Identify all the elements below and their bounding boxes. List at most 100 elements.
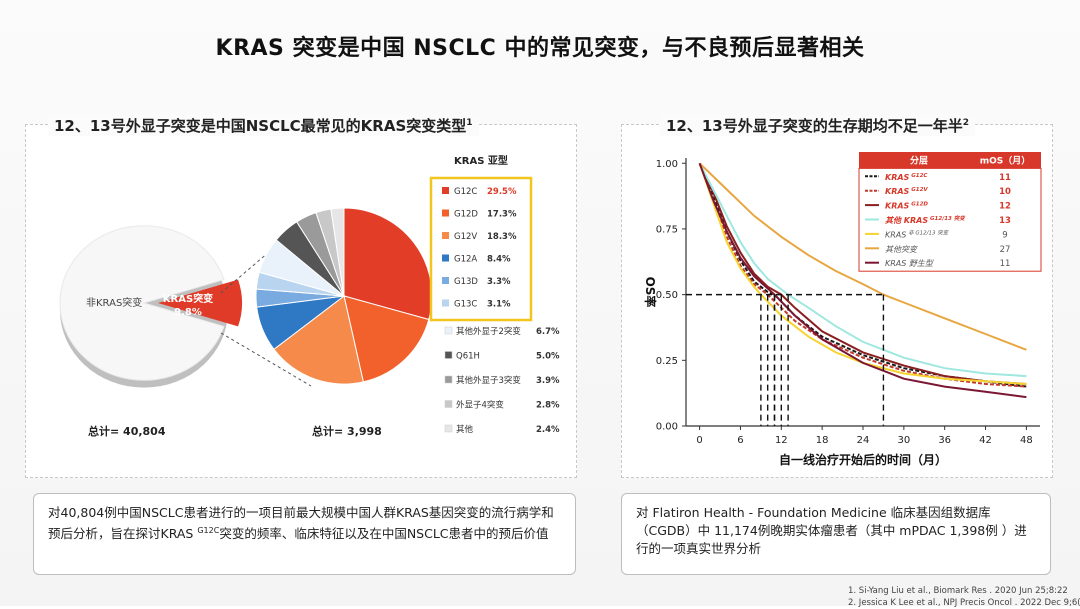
km-table-header-group: 分层 — [910, 155, 928, 167]
right-panel-title-text: 12、13号外显子突变的生存期均不足一年半 — [666, 117, 963, 135]
pie2-legend-name-外显子4突变: 外显子4突变 — [456, 400, 504, 411]
pie2-legend-name-G12A: G12A — [454, 255, 477, 265]
km-y-tick-label: 0.00 — [656, 422, 678, 433]
left-note-sup: G12C — [197, 526, 220, 535]
km-x-tick-label: 0 — [696, 435, 702, 446]
pie1-slice-kras — [158, 279, 242, 327]
pie2-legend-value-其他外显子3突变: 3.9% — [536, 376, 560, 386]
km-curve-6 — [698, 162, 1027, 399]
km-legend-mos-5: 27 — [1000, 245, 1011, 255]
km-x-tick-label: 24 — [857, 435, 870, 446]
pie2-legend-swatch-G12A — [442, 254, 449, 262]
km-legend-name-1: KRAS G12V — [885, 187, 928, 196]
pie2-legend-name-G12C: G12C — [454, 187, 477, 197]
km-legend-name-6: KRAS 野生型 — [885, 259, 934, 268]
pie2-legend-value-G12V: 18.3% — [487, 232, 517, 242]
pie2-slice-G12D — [343, 295, 430, 383]
pie2-legend-name-G12V: G12V — [454, 232, 477, 242]
km-legend-name-3: 其他 KRAS G12/13 突变 — [885, 215, 966, 225]
pie2-legend-name-G12D: G12D — [454, 210, 478, 220]
km-legend-mos-3: 13 — [999, 216, 1011, 226]
pie2-legend-swatch-G13C — [442, 299, 449, 307]
km-y-tick-label: 0.50 — [656, 290, 678, 301]
km-x-tick-label: 6 — [737, 435, 743, 446]
pie2-legend-value-G12C: 29.5% — [487, 187, 517, 197]
pie2-legend-swatch-外显子4突变 — [444, 400, 453, 408]
km-legend-mos-0: 11 — [999, 173, 1011, 183]
left-note-box: 对40,804例中国NSCLC患者进行的一项目前最大规模中国人群KRAS基因突变… — [33, 493, 576, 575]
pie2-legend-swatch-G12D — [442, 209, 449, 217]
pie2-legend-value-G12A: 8.4% — [487, 255, 511, 265]
pie2-legend-value-外显子4突变: 2.8% — [536, 401, 560, 411]
km-legend-sup-3: G12/13 突变 — [928, 215, 966, 222]
pie1-slice-non-kras — [59, 225, 225, 381]
km-legend-name-2: KRAS G12D — [885, 202, 928, 211]
km-y-tick-label: 0.25 — [656, 356, 678, 367]
right-note-box: 对 Flatiron Health - Foundation Medicine … — [621, 493, 1051, 575]
km-legend-mos-2: 12 — [999, 202, 1011, 212]
km-table-body — [858, 167, 1042, 272]
km-legend-mos-1: 10 — [999, 187, 1011, 197]
left-panel-title: 12、13号外显子突变是中国NSCLC最常见的KRAS突变类型1 — [48, 115, 479, 136]
km-x-tick-label: 18 — [816, 435, 829, 446]
km-y-tick-label: 0.75 — [656, 224, 678, 235]
km-legend-name-4: KRAS 非 G12/13 突变 — [885, 229, 950, 239]
pie2-legend-swatch-G12C — [442, 187, 449, 194]
pie2-legend-name-Q61H: Q61H — [456, 352, 480, 362]
right-panel-title: 12、13号外显子突变的生存期均不足一年半2 — [660, 115, 976, 136]
pie2-legend-swatch-G12V — [442, 232, 449, 239]
pie1-label-non-kras: 非KRAS突变 — [86, 296, 142, 309]
slide-title: KRAS 突变是中国 NSCLC 中的常见突变，与不良预后显著相关 — [215, 36, 865, 61]
pie2-slice-其他 — [330, 207, 345, 297]
pie1-label-kras: KRAS突变 — [163, 292, 213, 305]
pie2-slice-G12V — [273, 295, 364, 385]
right-panel-title-sup: 2 — [962, 118, 970, 128]
reference-2: 2. Jessica K Lee et al., NPJ Precis Onco… — [848, 598, 1080, 608]
pie2-legend-name-G13C: G13C — [454, 300, 477, 310]
pie1-total: 总计= 40,804 — [88, 424, 166, 438]
pie2-legend-value-其他外显子2突变: 6.7% — [536, 327, 560, 337]
km-legend-sup-2: G12D — [909, 202, 928, 208]
km-x-axis-title: 自一线治疗开始后的时间（月） — [779, 452, 947, 467]
pie2-legend-value-其他: 2.4% — [536, 425, 560, 435]
km-legend-name-0: KRAS G12C — [885, 173, 927, 182]
km-x-tick-label: 48 — [1020, 435, 1033, 446]
km-legend-sup-0: G12C — [909, 173, 927, 179]
km-curve-4 — [698, 162, 1027, 385]
pie1-group — [59, 225, 242, 388]
reference-1: 1. Si-Yang Liu et al., Biomark Res . 202… — [848, 586, 1068, 596]
pie2-legend-value-Q61H: 5.0% — [536, 352, 560, 362]
km-x-tick-label: 12 — [775, 435, 788, 446]
pie2-legend-swatch-其他外显子3突变 — [444, 375, 453, 384]
pie2-legend-swatch-其他外显子2突变 — [444, 326, 453, 335]
km-legend-mos-6: 11 — [1000, 259, 1011, 269]
left-note-text-post: 突变的频率、临床特征以及在中国NSCLC患者中的预后价值 — [219, 526, 549, 542]
pie2-legend-value-G13D: 3.3% — [487, 277, 511, 287]
km-table-header-mos: mOS（月） — [980, 156, 1031, 167]
left-panel-title-sup: 1 — [466, 118, 473, 128]
pie2-legend-swatch-其他 — [444, 424, 453, 433]
km-legend-mos-4: 9 — [1002, 230, 1007, 240]
pie2-legend-name-G13D: G13D — [454, 277, 478, 287]
pie1-label-kras-pct: 9.8% — [174, 307, 202, 318]
km-x-tick-label: 42 — [979, 435, 992, 446]
pie2-total: 总计= 3,998 — [312, 424, 382, 438]
km-curve-5 — [698, 162, 1027, 351]
km-table-header-bg — [859, 152, 1041, 169]
pie2-legend-name-其他外显子3突变: 其他外显子3突变 — [456, 375, 521, 386]
km-curve-2 — [698, 162, 1027, 385]
km-y-axis-title: OS率 — [643, 277, 658, 308]
pie2-legend-highlight-box — [429, 176, 533, 322]
pie2-legend-value-G12D: 17.3% — [487, 210, 517, 220]
pie2-legend-name-其他: 其他 — [456, 424, 474, 435]
km-x-tick-label: 30 — [897, 435, 910, 446]
km-legend-sup-4: 非 G12/13 突变 — [906, 229, 949, 236]
km-y-tick-label: 1.00 — [656, 159, 678, 170]
km-legend-sup-1: G12V — [909, 187, 928, 193]
km-curve-3 — [698, 162, 1027, 378]
right-note-text: 对 Flatiron Health - Foundation Medicine … — [636, 505, 1027, 556]
left-note-text-pre: 对40,804例中国NSCLC患者进行的一项目前最大规模中国人群KRAS基因突变… — [48, 505, 554, 542]
pie2-legend-title: KRAS 亚型 — [454, 154, 508, 167]
left-panel-title-text: 12、13号外显子突变是中国NSCLC最常见的KRAS突变类型 — [54, 117, 467, 135]
